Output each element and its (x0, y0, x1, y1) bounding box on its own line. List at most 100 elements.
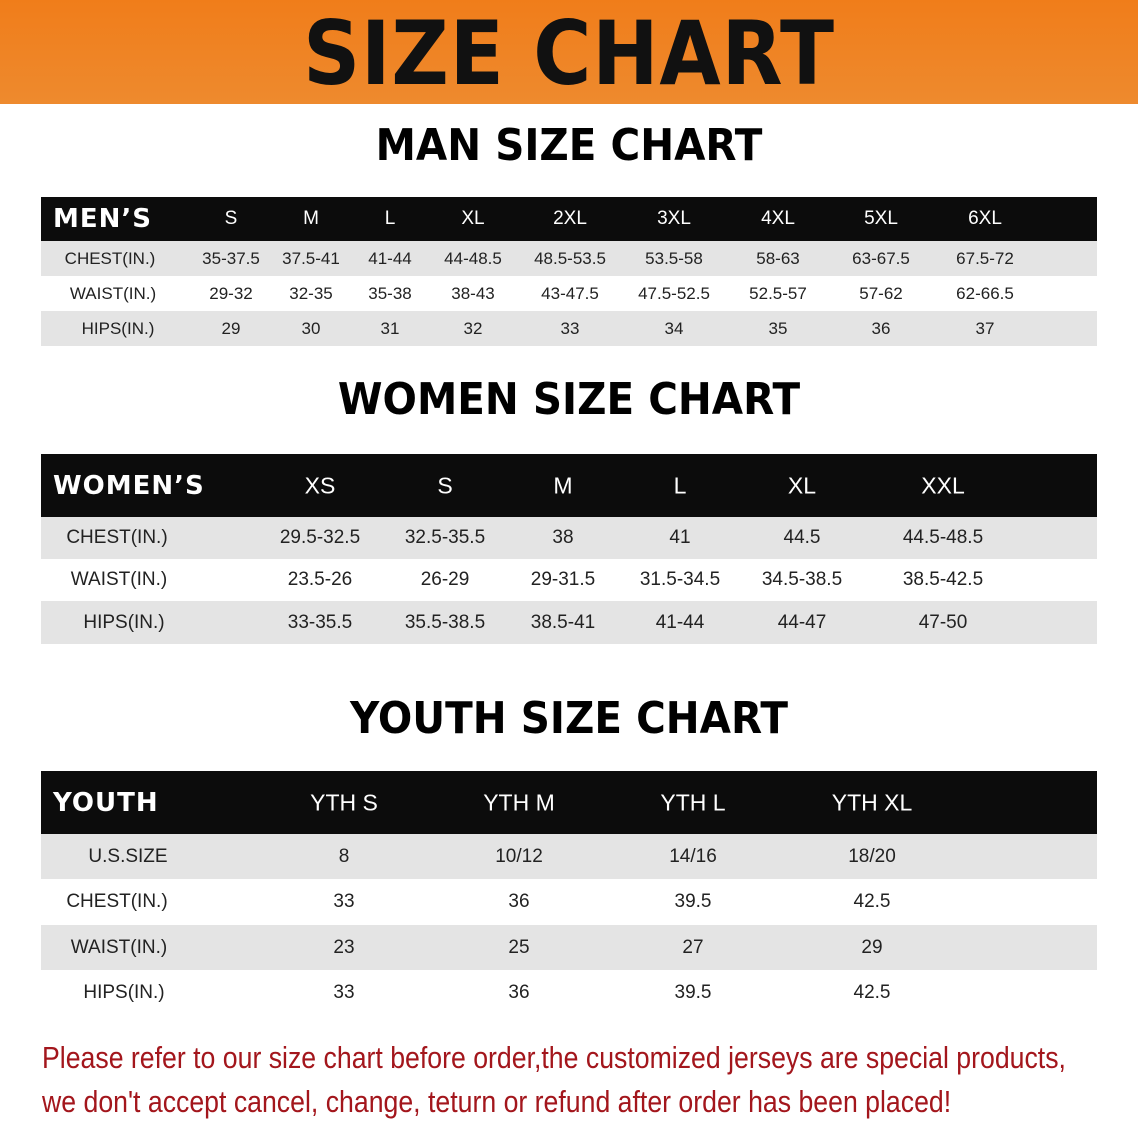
size-header: XL (787, 472, 817, 498)
women-section-title: WOMEN SIZE CHART (337, 374, 801, 425)
measurement-cell: 62-66.5 (956, 283, 1014, 303)
women-header-row: WOMEN’S XS S M L XL XXL (41, 454, 1097, 517)
measurement-cell: 29.5-32.5 (279, 527, 361, 548)
size-header: 4XL (761, 208, 795, 229)
measurement-cell: 39.5 (674, 891, 712, 912)
measurement-cell: 41-44 (368, 248, 412, 268)
measurement-cell: 47-50 (918, 611, 968, 633)
measurement-cell: 57-62 (859, 283, 903, 303)
measurement-cell: 38.5-42.5 (902, 569, 984, 590)
row-label: CHEST(IN.) (66, 527, 168, 548)
measurement-cell: 44-48.5 (444, 248, 502, 268)
measurement-cell: 44.5 (783, 527, 821, 548)
measurement-cell: 37.5-41 (282, 248, 340, 268)
measurement-cell: 41-44 (655, 611, 705, 633)
measurement-cell: 35 (768, 318, 788, 338)
row-label: WAIST(IN.) (70, 569, 168, 590)
measurement-cell: 35.5-38.5 (404, 611, 486, 633)
size-header: YTH XL (831, 789, 913, 815)
men-section-title: MAN SIZE CHART (375, 120, 763, 171)
measurement-cell: 44-47 (777, 611, 827, 633)
measurement-cell: 34.5-38.5 (761, 569, 843, 590)
measurement-cell: 47.5-52.5 (638, 283, 710, 303)
table-row: CHEST(IN.) 33 36 39.5 42.5 (41, 879, 1097, 925)
youth-header-row: YOUTH YTH S YTH M YTH L YTH XL (41, 771, 1097, 834)
title-banner: SIZE CHART (0, 0, 1138, 105)
size-header: M (553, 472, 573, 498)
size-header: YTH S (310, 789, 378, 815)
women-size-table: WOMEN’S XS S M L XL XXL CHEST(IN.) 29.5-32.5 32.5… (41, 454, 1097, 644)
table-row: U.S.SIZE 8 10/12 14/16 18/20 (41, 834, 1097, 879)
table-row: HIPS(IN.) 33 36 39.5 42.5 (41, 970, 1097, 1015)
measurement-cell: 63-67.5 (852, 248, 910, 268)
row-label: U.S.SIZE (88, 845, 168, 867)
measurement-cell: 38 (552, 527, 574, 548)
table-row: CHEST(IN.) 35-37.5 37.5-41 41-44 44-48.5 48.5… (41, 241, 1097, 276)
measurement-cell: 33 (333, 981, 355, 1003)
table-corner-label: WOMEN’S (53, 470, 205, 501)
measurement-cell: 43-47.5 (541, 283, 599, 303)
measurement-cell: 29 (861, 936, 883, 958)
measurement-cell: 23 (333, 936, 355, 958)
measurement-cell: 35-38 (368, 283, 412, 303)
measurement-cell: 26-29 (420, 569, 470, 590)
size-header: 3XL (657, 208, 691, 229)
policy-note-line-2: we don't accept cancel, change, teturn o… (42, 1084, 952, 1119)
size-header: M (303, 208, 319, 229)
measurement-cell: 10/12 (495, 845, 543, 867)
measurement-cell: 23.5-26 (287, 569, 353, 590)
measurement-cell: 34 (664, 318, 684, 338)
measurement-cell: 32-35 (289, 283, 333, 303)
measurement-cell: 41 (669, 527, 691, 548)
measurement-cell: 36 (871, 318, 891, 338)
row-label: HIPS(IN.) (83, 981, 165, 1003)
size-header: XS (304, 472, 336, 498)
row-label: HIPS(IN.) (83, 611, 165, 633)
measurement-cell: 25 (508, 936, 530, 958)
youth-section-title: YOUTH SIZE CHART (350, 693, 788, 744)
size-header: L (384, 208, 396, 229)
table-row: WAIST(IN.) 23 25 27 29 (41, 925, 1097, 970)
table-row: WAIST(IN.) 29-32 32-35 35-38 38-43 43-47.5 47.… (41, 276, 1097, 311)
measurement-cell: 18/20 (848, 845, 896, 867)
size-header: L (673, 472, 687, 498)
measurement-cell: 33 (333, 891, 355, 912)
size-header: S (437, 472, 453, 498)
measurement-cell: 27 (682, 936, 704, 958)
measurement-cell: 44.5-48.5 (902, 527, 984, 548)
policy-note-line-1: Please refer to our size chart before or… (42, 1040, 1066, 1075)
measurement-cell: 35-37.5 (202, 248, 260, 268)
measurement-cell: 53.5-58 (645, 248, 703, 268)
row-label: CHEST(IN.) (66, 891, 168, 912)
measurement-cell: 48.5-53.5 (534, 248, 606, 268)
size-header: 2XL (553, 208, 587, 229)
measurement-cell: 42.5 (853, 981, 891, 1003)
measurement-cell: 67.5-72 (956, 248, 1014, 268)
measurement-cell: 8 (338, 845, 350, 867)
measurement-cell: 42.5 (853, 891, 891, 912)
table-row: HIPS(IN.) 29 30 31 32 33 34 35 36 37 (41, 311, 1097, 346)
measurement-cell: 58-63 (756, 248, 800, 268)
size-header: XL (461, 208, 485, 229)
row-label: WAIST(IN.) (69, 283, 157, 303)
measurement-cell: 14/16 (669, 845, 717, 867)
row-label: WAIST(IN.) (70, 936, 168, 958)
table-corner-label: MEN’S (53, 204, 152, 234)
measurement-cell: 33 (560, 318, 580, 338)
measurement-cell: 29 (221, 318, 241, 338)
men-header-row: MEN’S S M L XL 2XL 3XL 4XL 5XL 6XL (41, 197, 1097, 241)
row-label: CHEST(IN.) (64, 248, 156, 268)
measurement-cell: 52.5-57 (749, 283, 807, 303)
measurement-cell: 38.5-41 (530, 611, 596, 633)
measurement-cell: 31.5-34.5 (639, 569, 721, 590)
size-header: 6XL (968, 208, 1002, 229)
measurement-cell: 33-35.5 (287, 611, 353, 633)
size-header: 5XL (864, 208, 898, 229)
youth-size-table: YOUTH YTH S YTH M YTH L YTH XL U.S.SIZE 8 10/12… (41, 771, 1097, 1015)
measurement-cell: 31 (380, 318, 400, 338)
row-label: HIPS(IN.) (81, 318, 155, 338)
measurement-cell: 38-43 (451, 283, 495, 303)
measurement-cell: 36 (508, 981, 530, 1003)
measurement-cell: 29-31.5 (530, 569, 596, 590)
table-row: CHEST(IN.) 29.5-32.5 32.5-35.5 38 41 44.5 44.5… (41, 517, 1097, 559)
